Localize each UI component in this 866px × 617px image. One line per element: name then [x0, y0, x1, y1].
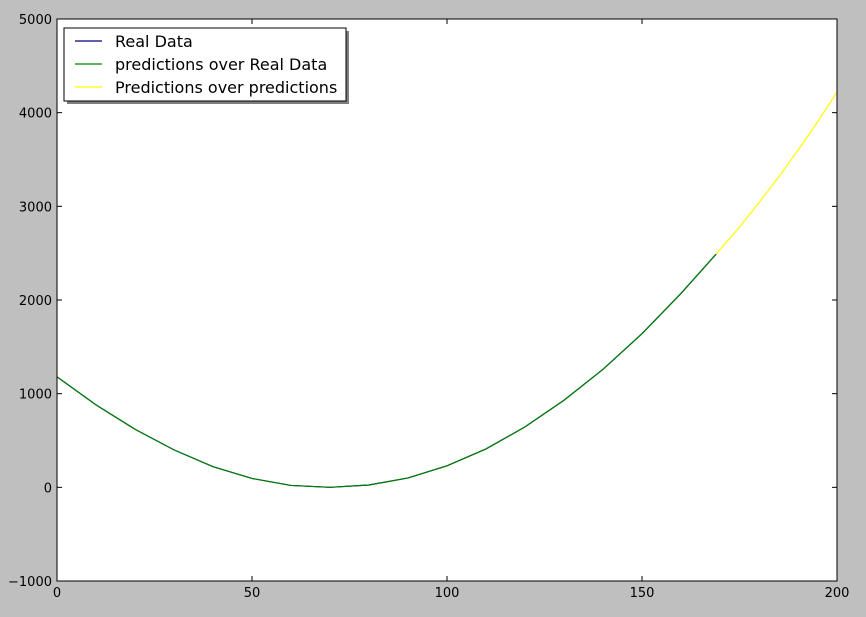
x-tick-label: 150 — [630, 586, 655, 601]
y-tick-label: 5000 — [19, 13, 52, 28]
y-tick-label: 4000 — [19, 107, 52, 122]
y-tick-label: 0 — [44, 481, 52, 496]
series-layer — [56, 91, 838, 488]
series-line-1 — [56, 253, 717, 488]
x-tick-label: 0 — [53, 586, 61, 601]
x-axis: 0 50 100 150 200 — [53, 19, 850, 601]
x-tick-label: 200 — [825, 586, 850, 601]
y-tick-label: 3000 — [19, 200, 52, 215]
legend-label-1: predictions over Real Data — [115, 55, 327, 74]
y-tick-label: 2000 — [19, 294, 52, 309]
plot-area — [57, 19, 837, 581]
legend-label-0: Real Data — [115, 32, 193, 51]
legend: Real Data predictions over Real Data Predi… — [63, 27, 349, 104]
x-tick-label: 100 — [435, 586, 460, 601]
y-tick-label: 1000 — [19, 388, 52, 403]
y-tick-label: −1000 — [8, 575, 52, 590]
legend-box — [63, 27, 347, 102]
legend-label-2: Predictions over predictions — [115, 78, 337, 97]
y-axis: −1000 0 1000 2000 3000 4000 5000 — [8, 13, 837, 590]
x-tick-label: 50 — [244, 586, 261, 601]
series-line-2 — [715, 91, 838, 255]
